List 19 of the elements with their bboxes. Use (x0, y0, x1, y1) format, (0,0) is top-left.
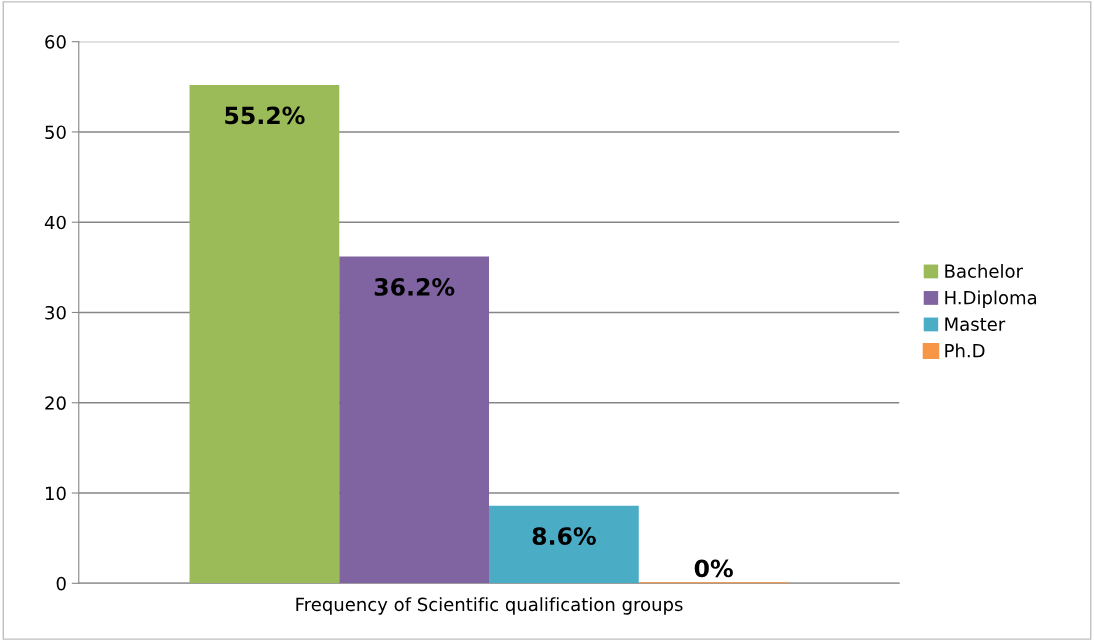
data-label: 0% (694, 559, 733, 578)
legend-label: H.Diploma (945, 290, 1037, 308)
data-label: 8.6% (532, 527, 596, 546)
y-tick-label: 30 (45, 305, 66, 320)
y-tick-label: 10 (45, 486, 66, 501)
y-tick-label: 20 (45, 396, 66, 410)
y-tick-label: 0 (56, 576, 66, 591)
data-label: 55.2% (225, 106, 305, 125)
legend-label: Master (945, 317, 1006, 331)
data-label: 36.2% (374, 278, 455, 296)
y-tick-label: 50 (45, 125, 66, 140)
legend-label: Ph.D (945, 343, 985, 358)
bar (339, 256, 490, 584)
x-tick-label: Frequency of Scientific qualification groups (296, 597, 683, 615)
y-tick-label: 40 (44, 215, 66, 230)
bar (489, 505, 639, 584)
bar (189, 85, 340, 584)
legend-label: Bachelor (945, 264, 1023, 278)
y-tick-label: 60 (45, 35, 66, 49)
